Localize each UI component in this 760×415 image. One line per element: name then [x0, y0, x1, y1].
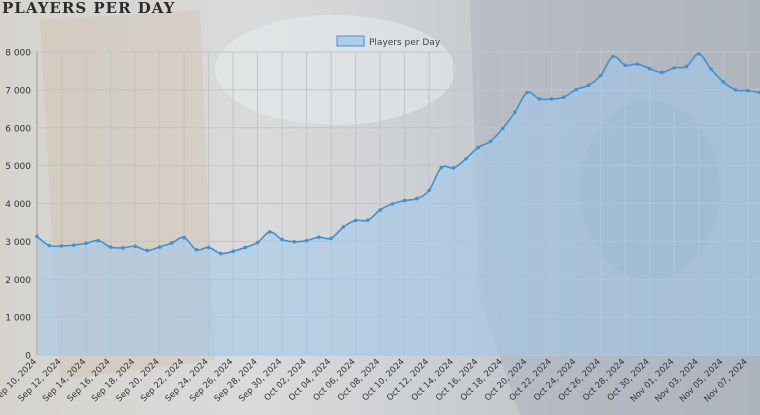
data-point[interactable]	[721, 80, 726, 84]
data-point[interactable]	[304, 238, 309, 243]
data-point[interactable]	[415, 196, 419, 201]
data-point[interactable]	[157, 245, 162, 249]
page-title: PLAYERS PER DAY	[2, 0, 176, 17]
data-point[interactable]	[709, 67, 713, 71]
data-point[interactable]	[292, 239, 297, 244]
data-point[interactable]	[635, 62, 640, 66]
data-point[interactable]	[402, 198, 407, 203]
data-point[interactable]	[329, 236, 333, 241]
data-point[interactable]	[206, 245, 211, 250]
data-point[interactable]	[745, 88, 750, 93]
data-point[interactable]	[120, 246, 125, 250]
data-point[interactable]	[268, 230, 272, 234]
data-point[interactable]	[513, 110, 517, 115]
data-point[interactable]	[280, 237, 284, 242]
data-point[interactable]	[353, 218, 358, 223]
y-tick-label: 5 000	[5, 162, 31, 172]
data-point[interactable]	[390, 202, 395, 206]
y-tick-label: 1 000	[5, 314, 31, 324]
data-point[interactable]	[108, 245, 113, 249]
data-point[interactable]	[574, 87, 578, 92]
data-point[interactable]	[35, 234, 39, 239]
data-point[interactable]	[488, 139, 493, 144]
chart-points-layer	[35, 52, 760, 256]
y-tick-label: 0	[25, 352, 31, 362]
legend-label[interactable]: Players per Day	[369, 38, 441, 48]
data-point[interactable]	[317, 235, 321, 240]
data-point[interactable]	[549, 97, 554, 101]
data-point[interactable]	[71, 243, 76, 247]
data-point[interactable]	[341, 225, 346, 229]
chart-legend[interactable]: Players per Day	[336, 35, 441, 48]
y-tick-label: 7 000	[5, 86, 31, 96]
data-point[interactable]	[672, 66, 677, 70]
data-point[interactable]	[231, 249, 235, 254]
data-point[interactable]	[598, 73, 603, 78]
data-point[interactable]	[451, 166, 456, 170]
data-point[interactable]	[611, 54, 615, 59]
data-point[interactable]	[133, 244, 137, 249]
data-point[interactable]	[59, 244, 64, 248]
legend-swatch	[336, 35, 365, 47]
data-point[interactable]	[476, 145, 480, 150]
data-point[interactable]	[96, 238, 101, 243]
data-point[interactable]	[145, 248, 150, 253]
data-point[interactable]	[169, 241, 174, 245]
data-point[interactable]	[84, 241, 88, 246]
data-point[interactable]	[243, 245, 248, 250]
data-point[interactable]	[219, 251, 223, 256]
y-tick-label: 6 000	[5, 124, 31, 134]
data-point[interactable]	[733, 88, 738, 92]
y-tick-label: 8 000	[5, 49, 31, 59]
data-point[interactable]	[255, 240, 260, 245]
data-point[interactable]	[684, 64, 689, 69]
data-point[interactable]	[537, 97, 542, 101]
data-point[interactable]	[439, 165, 444, 170]
y-tick-label: 4 000	[5, 200, 31, 210]
data-point[interactable]	[366, 218, 370, 222]
data-point[interactable]	[586, 83, 591, 88]
data-point[interactable]	[464, 157, 468, 161]
y-tick-label: 2 000	[5, 276, 31, 286]
series-area-fill	[37, 53, 760, 355]
data-point[interactable]	[182, 235, 186, 240]
data-point[interactable]	[647, 66, 652, 71]
data-point[interactable]	[47, 243, 52, 248]
data-point[interactable]	[500, 126, 505, 131]
data-point[interactable]	[623, 63, 628, 68]
data-point[interactable]	[378, 208, 382, 212]
y-tick-label: 3 000	[5, 238, 31, 248]
data-point[interactable]	[427, 188, 431, 193]
data-point[interactable]	[525, 90, 529, 95]
data-point[interactable]	[194, 247, 199, 252]
chart-area-layer	[36, 53, 760, 355]
y-axis-ticks: 0 1 000 2 000 3 000 4 000 5 000 6 000 7 000 8 00…	[5, 49, 31, 362]
data-point[interactable]	[660, 70, 664, 75]
x-tick-label: Nov 07, 2024	[702, 357, 749, 404]
data-point[interactable]	[696, 52, 701, 56]
data-point[interactable]	[562, 95, 566, 99]
